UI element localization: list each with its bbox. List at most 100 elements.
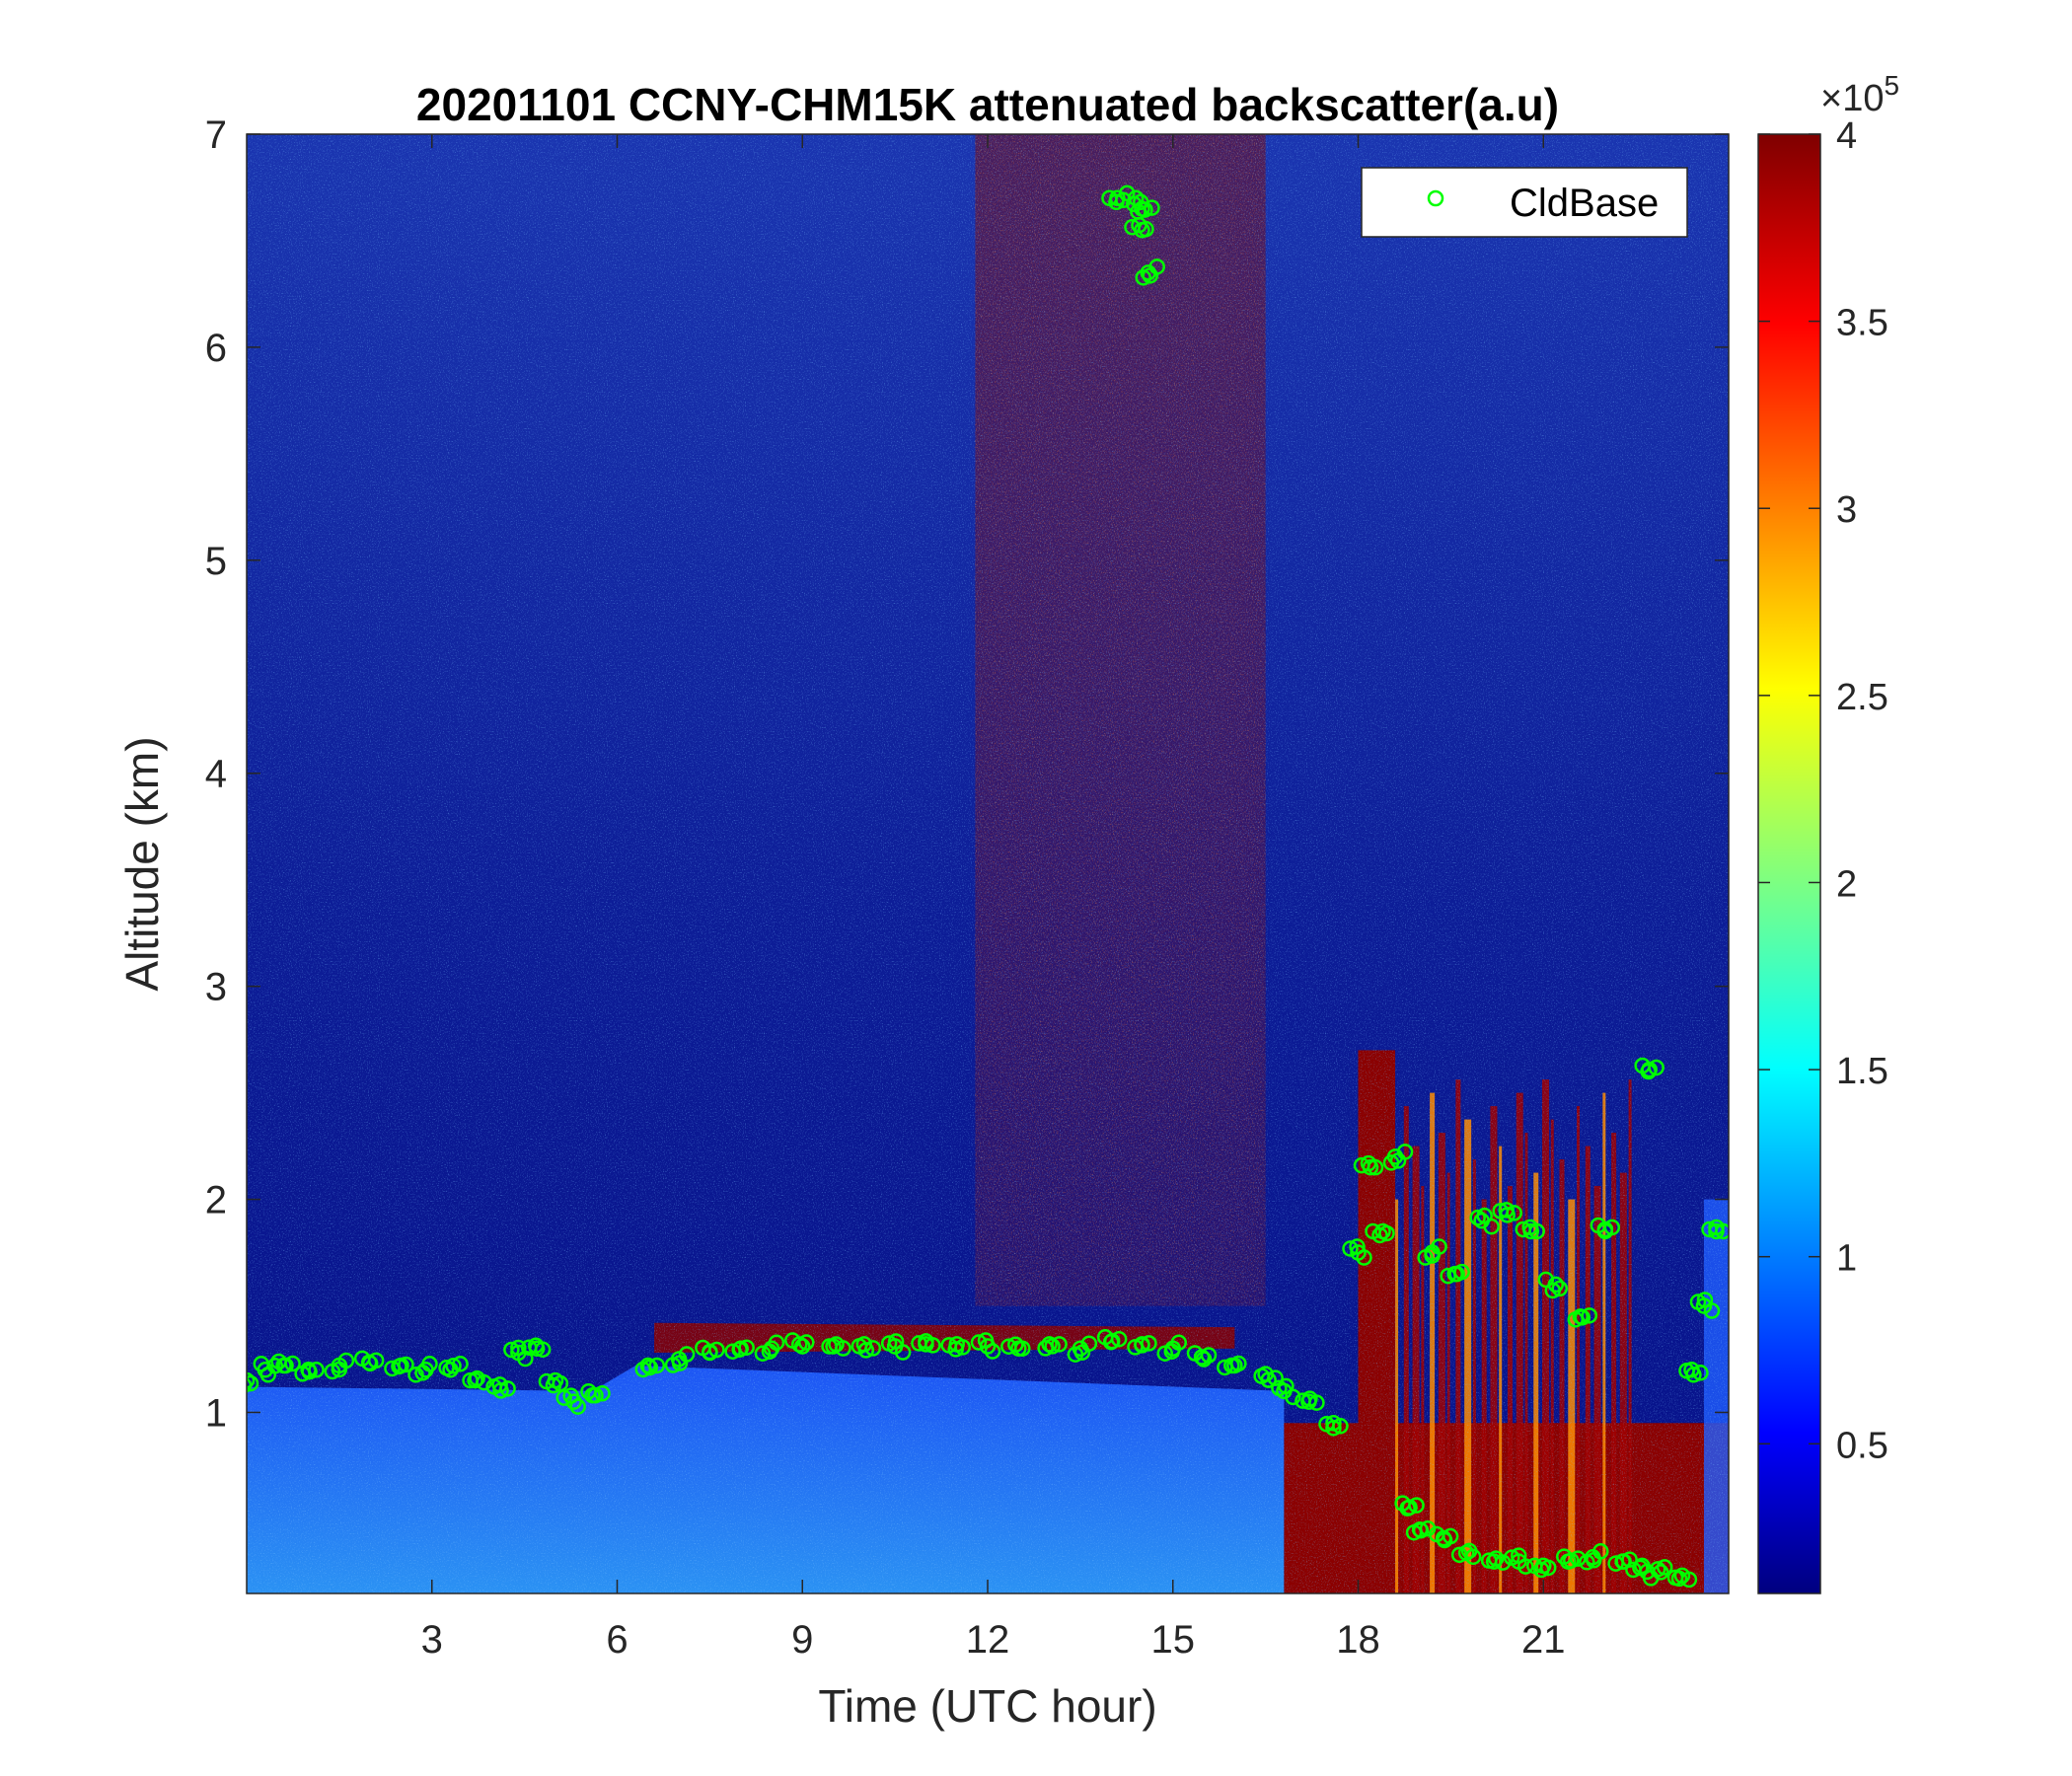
cldbase-point — [821, 1338, 838, 1355]
cldbase-point — [270, 1353, 287, 1370]
cldbase-point — [247, 1371, 256, 1389]
cldbase-point — [301, 1364, 318, 1380]
cldbase-point — [1526, 1557, 1543, 1575]
x-axis: 3 6 9 12 15 18 21 — [421, 134, 1566, 1662]
cldbase-point — [1632, 1559, 1649, 1577]
cldbase-point — [1424, 1247, 1441, 1264]
colorbar-tick-label: 1.5 — [1836, 1051, 1888, 1092]
x-tick-label: 9 — [791, 1618, 813, 1662]
cldbase-point — [1318, 1416, 1335, 1433]
cldbase-point — [664, 1357, 682, 1373]
cldbase-point — [1253, 1368, 1270, 1384]
y-axis: 1 2 3 4 5 6 7 — [205, 113, 1729, 1435]
chart-title: 20201101 CCNY-CHM15K attenuated backscat… — [416, 79, 1559, 130]
cldbase-point — [580, 1382, 597, 1400]
colorbar-ticks: 0.5 1 1.5 2 2.5 3 3.5 4 — [1758, 115, 1888, 1466]
y-tick-label: 5 — [205, 540, 227, 583]
cldbase-point — [1389, 1152, 1407, 1169]
cldbase-point — [828, 1336, 845, 1353]
cldbase-point — [445, 1358, 462, 1374]
cldbase-point — [1450, 1546, 1468, 1564]
cldbase-point — [1666, 1569, 1684, 1587]
cldbase-point — [569, 1398, 586, 1415]
cldbase-point — [247, 1377, 253, 1393]
cldbase-point — [1417, 1249, 1434, 1266]
cldbase-point — [230, 1374, 244, 1388]
y-tick-label: 2 — [205, 1179, 227, 1222]
cldbase-point — [1301, 1390, 1318, 1407]
cldbase-point — [1574, 1309, 1591, 1326]
cldbase-point — [1521, 1219, 1538, 1236]
cldbase-point — [1480, 1552, 1498, 1569]
cldbase-point — [641, 1359, 659, 1376]
colorbar-exponent-label: ×105 — [1820, 70, 1899, 119]
cldbase-point — [1551, 1280, 1569, 1297]
y-tick-label: 7 — [205, 113, 227, 157]
cldbase-point — [555, 1389, 572, 1406]
cldbase-point — [1701, 1221, 1718, 1238]
cldbase-point — [1382, 1154, 1400, 1171]
cldbase-point — [894, 1344, 912, 1361]
y-tick-label: 4 — [205, 753, 227, 796]
cldbase-point — [1230, 1355, 1247, 1372]
cldbase-point — [1163, 1343, 1180, 1360]
cldbase-point — [469, 1369, 485, 1387]
cldbase-point — [1141, 1335, 1157, 1352]
cldbase-point — [485, 1378, 502, 1395]
cldbase-point — [538, 1372, 555, 1390]
cldbase-point — [391, 1358, 407, 1375]
cldbase-point — [1634, 1057, 1651, 1074]
cldbase-point — [1621, 1551, 1638, 1568]
cldbase-point — [1614, 1553, 1631, 1570]
cldbase-point — [1517, 1558, 1534, 1575]
cldbase-point — [1703, 1302, 1721, 1319]
cldbase-point — [1365, 1222, 1381, 1240]
cldbase-point — [918, 1333, 934, 1350]
cldbase-point — [1487, 1550, 1505, 1567]
y-tick-label: 3 — [205, 966, 227, 1009]
cldbase-point — [1581, 1307, 1598, 1324]
cldbase-point — [353, 1350, 371, 1368]
cldbase-point — [1579, 1554, 1595, 1571]
cldbase-point — [331, 1361, 348, 1378]
cldbase-point — [308, 1362, 325, 1378]
cldbase-point — [1067, 1346, 1084, 1363]
colorbar-tick-label: 2 — [1836, 863, 1857, 905]
x-tick-label: 12 — [966, 1618, 1010, 1662]
cldbase-point — [940, 1337, 957, 1354]
cldbase-point — [1708, 1219, 1725, 1236]
cldbase-point — [695, 1339, 711, 1357]
cldbase-point — [1135, 269, 1151, 286]
cldbase-point — [1007, 1336, 1024, 1353]
y-tick-label: 1 — [205, 1391, 227, 1435]
cldbase-point — [398, 1356, 414, 1373]
cldbase-point — [1137, 201, 1153, 218]
cldbase-point — [1124, 218, 1141, 236]
cldbase-point — [1101, 189, 1118, 207]
cldbase-point — [259, 1367, 277, 1383]
cldbase-point — [452, 1356, 469, 1372]
cldbase-point — [527, 1337, 545, 1354]
cldbase-point — [1544, 1282, 1562, 1299]
cldbase-point — [407, 1367, 424, 1383]
cldbase-point — [520, 1339, 538, 1356]
cldbase-point — [1051, 1336, 1068, 1353]
cldbase-point — [731, 1341, 748, 1358]
cldbase-point — [1492, 1203, 1509, 1220]
heatmap-noise-texture — [247, 134, 1729, 1593]
x-tick-label: 3 — [421, 1618, 443, 1662]
cldbase-point — [1271, 1379, 1288, 1397]
cldbase-point — [880, 1335, 898, 1352]
legend-entry-cldbase: CldBase — [1510, 182, 1659, 225]
cldbase-point — [1586, 1552, 1602, 1569]
colorbar-gradient — [1757, 133, 1821, 1594]
colorbar: 0.5 1 1.5 2 2.5 3 3.5 4 ×105 — [1757, 70, 1899, 1594]
legend: CldBase — [1361, 167, 1688, 238]
colorbar-tick-label: 4 — [1836, 115, 1857, 157]
cldbase-point — [1515, 1221, 1531, 1238]
cldbase-point — [1295, 1392, 1311, 1409]
cldbase-point — [1223, 1357, 1240, 1374]
cldbase-point — [1556, 1548, 1573, 1565]
cldbase-point — [1673, 1567, 1691, 1585]
